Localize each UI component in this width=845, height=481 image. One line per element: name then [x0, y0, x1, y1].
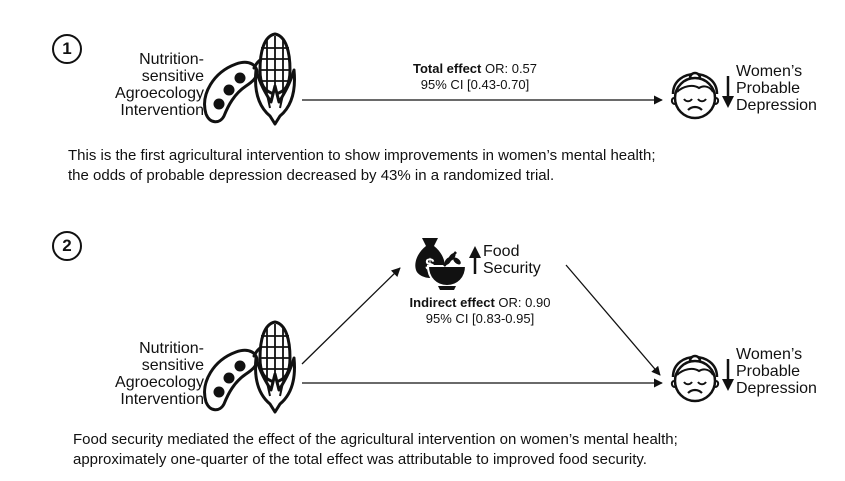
- total-effect-label: Total effect: [412, 61, 482, 76]
- panel-1-intervention-label: Nutrition- sensitive Agroecology Interve…: [100, 51, 204, 119]
- outcome-line: Depression: [736, 97, 817, 114]
- panel-1-badge: 1: [52, 34, 82, 64]
- total-effect-line: Total effect OR: 0.57: [380, 61, 570, 77]
- total-effect-ci: 95% CI [0.43-0.70]: [420, 77, 530, 92]
- corn-icon: [254, 320, 296, 414]
- outcome-line: Probable: [736, 80, 801, 97]
- intervention-line: sensitive: [141, 68, 204, 85]
- caption-line: approximately one-quarter of the total e…: [73, 451, 647, 468]
- intervention-line: Agroecology: [115, 85, 204, 102]
- caption-line: This is the first agricultural intervent…: [68, 147, 656, 164]
- outcome-line: Women’s: [736, 346, 803, 363]
- caption-line: Food security mediated the effect of the…: [73, 431, 678, 448]
- corn-icon: [254, 32, 296, 126]
- indirect-effect-or: OR: 0.90: [494, 295, 551, 310]
- panel-2-badge: 2: [52, 231, 82, 261]
- arrow-up-icon: [469, 246, 481, 274]
- intervention-line: Intervention: [120, 102, 204, 119]
- panel-2-outcome-label: Women’s Probable Depression: [736, 346, 836, 397]
- money-symbol: $: [425, 255, 435, 274]
- indirect-effect-line: Indirect effect OR: 0.90: [380, 295, 580, 311]
- intervention-line: Agroecology: [115, 374, 204, 391]
- panel-1-total-effect: Total effect OR: 0.57 95% CI [0.43-0.70]: [380, 61, 570, 93]
- panel-2-number: 2: [62, 236, 72, 255]
- panel-2-mediator-label: Food Security: [483, 243, 553, 277]
- indirect-effect-ci: 95% CI [0.83-0.95]: [425, 311, 535, 326]
- panel-1-number: 1: [62, 39, 72, 58]
- panel-2-indirect-effect: Indirect effect OR: 0.90 95% CI [0.83-0.…: [380, 295, 580, 327]
- indirect-effect-label: Indirect effect: [409, 295, 495, 310]
- intervention-line: sensitive: [141, 357, 204, 374]
- arrow-down-icon: [722, 359, 734, 391]
- mediator-line: Food: [483, 243, 520, 260]
- outcome-line: Probable: [736, 363, 801, 380]
- panel-1-outcome-label: Women’s Probable Depression: [736, 63, 836, 114]
- outcome-line: Depression: [736, 380, 817, 397]
- food-security-to-depression-arrow: [565, 264, 661, 376]
- sad-woman-face-icon: [670, 71, 720, 120]
- arrow-down-icon: [722, 76, 734, 108]
- intervention-line: Nutrition-: [139, 340, 204, 357]
- intervention-line: Intervention: [120, 391, 204, 408]
- grain-bowl-icon: [426, 251, 468, 290]
- panel-1-caption: This is the first agricultural intervent…: [68, 146, 655, 186]
- total-effect-or: OR: 0.57: [481, 61, 538, 76]
- caption-line: the odds of probable depression decrease…: [68, 167, 555, 184]
- panel-2-caption: Food security mediated the effect of the…: [73, 430, 678, 470]
- intervention-line: Nutrition-: [139, 51, 204, 68]
- panel-2-intervention-label: Nutrition- sensitive Agroecology Interve…: [100, 340, 204, 408]
- sad-woman-face-icon: [670, 354, 720, 403]
- intervention-to-food-security-arrow: [301, 267, 401, 365]
- mediator-line: Security: [483, 260, 541, 277]
- outcome-line: Women’s: [736, 63, 803, 80]
